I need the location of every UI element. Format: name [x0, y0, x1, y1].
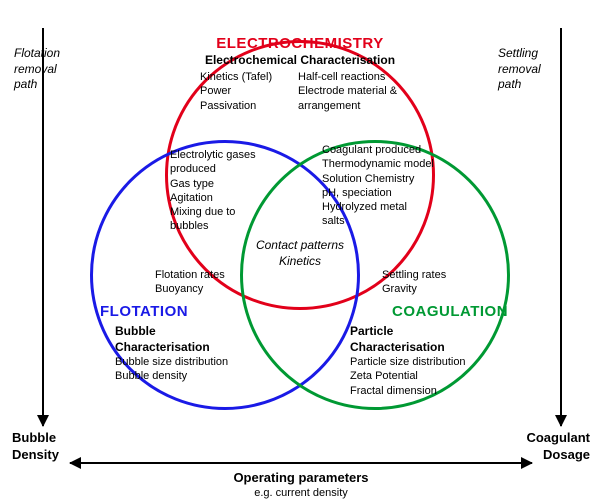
electrochemistry-items-right: Half-cell reactions Electrode material &… — [298, 70, 397, 113]
bottom-arrow-sublabel: e.g. current density — [0, 486, 602, 500]
electrochemistry-subtitle: Electrochemical Characterisation — [150, 53, 450, 69]
overlap-center: Contact patterns Kinetics — [240, 238, 360, 269]
coagulation-items: Particle size distribution Zeta Potentia… — [350, 355, 466, 398]
electrochemistry-items-left: Kinetics (Tafel) Power Passivation — [200, 70, 272, 113]
flotation-subtitle: Bubble Characterisation — [115, 324, 210, 355]
flotation-overlap: Flotation rates Buoyancy — [155, 268, 225, 297]
right-arrow-end: Coagulant Dosage — [526, 430, 590, 464]
coagulation-title: COAGULATION — [392, 302, 508, 322]
flotation-items: Bubble size distribution Bubble density — [115, 355, 228, 384]
overlap-top-right: Coagulant produced Thermodynamic model S… — [322, 143, 434, 229]
bottom-arrow — [70, 462, 532, 464]
venn-diagram: Flotation removal path Bubble Density Se… — [0, 0, 602, 503]
right-arrow-label: Settling removal path — [498, 46, 541, 93]
electrochemistry-title: ELECTROCHEMISTRY — [150, 34, 450, 54]
coagulation-subtitle: Particle Characterisation — [350, 324, 445, 355]
bottom-arrow-label: Operating parameters — [0, 470, 602, 487]
right-arrow — [560, 28, 562, 426]
overlap-top-left: Electrolytic gases produced Gas type Agi… — [170, 148, 256, 234]
left-arrow-label: Flotation removal path — [14, 46, 60, 93]
flotation-title: FLOTATION — [100, 302, 188, 322]
coagulation-overlap: Settling rates Gravity — [382, 268, 446, 297]
left-arrow-end: Bubble Density — [12, 430, 59, 464]
